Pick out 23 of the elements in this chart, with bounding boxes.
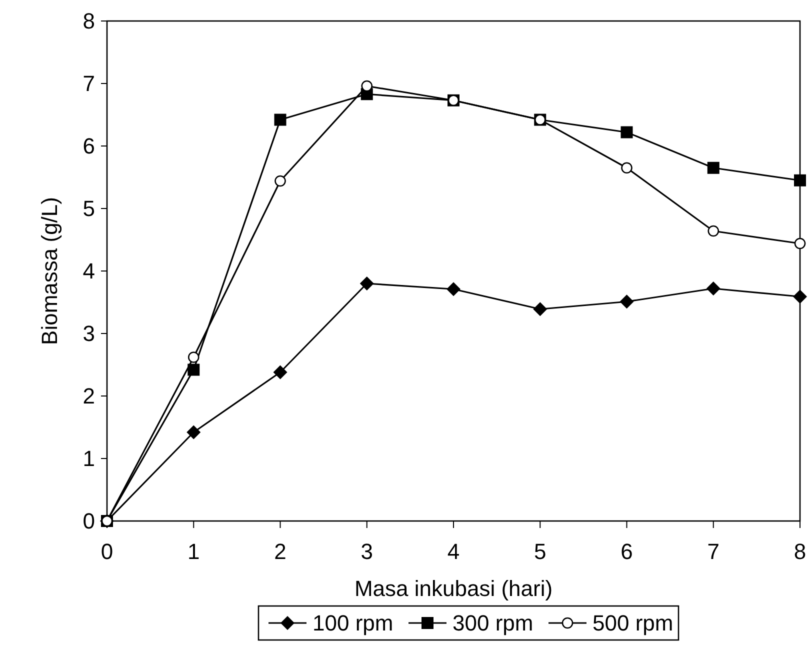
y-tick-label: 8 [82,8,95,34]
x-tick-label: 7 [707,539,720,564]
y-tick-label: 0 [82,508,95,534]
x-tick-label: 2 [274,539,286,564]
x-tick-label: 3 [360,539,373,564]
y-tick-label: 6 [82,134,95,159]
y-tick-label: 2 [82,384,95,409]
y-tick-label: 1 [82,446,95,472]
x-tick-label: 8 [794,539,806,564]
y-axis-title: Biomassa (g/L) [37,197,62,345]
legend-label: 100 rpm [312,610,394,636]
x-tick-label: 0 [100,539,114,564]
legend-label: 300 rpm [452,610,534,636]
x-tick-label: 5 [534,539,546,564]
y-tick-label: 4 [82,258,95,284]
legend-label: 500 rpm [592,610,674,636]
x-axis-title: Masa inkubasi (hari) [354,576,553,601]
x-tick-label: 6 [620,539,633,564]
y-tick-label: 3 [82,321,95,346]
y-tick-label: 5 [82,196,95,222]
y-tick-label: 7 [82,71,95,96]
x-tick-label: 4 [447,539,460,564]
x-tick-label: 1 [188,539,200,564]
